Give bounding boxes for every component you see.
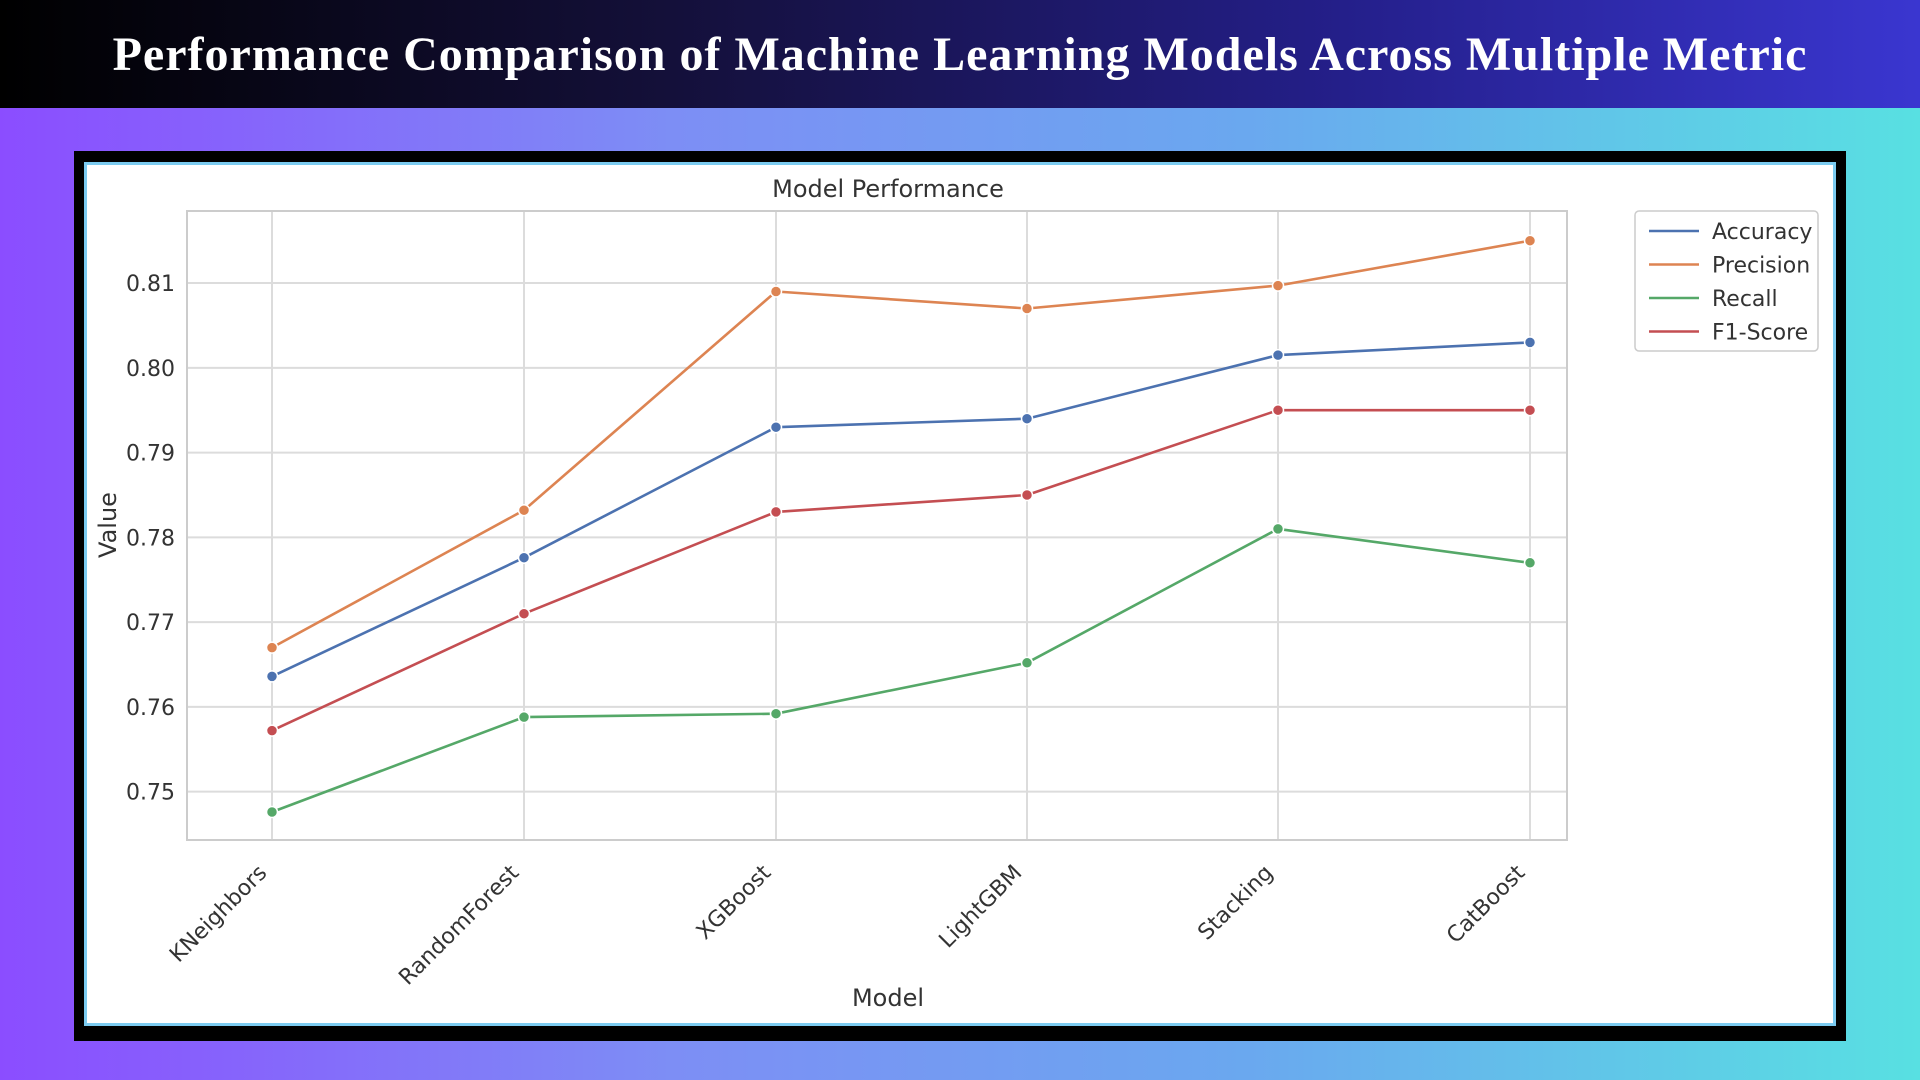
data-point-f1-score [1020,488,1034,502]
data-point-accuracy [1523,336,1537,349]
plot-area-frame [186,210,1568,841]
series-line-precision [271,239,1531,649]
x-tick-label: RandomForest [394,860,524,990]
data-point-recall [1020,656,1034,670]
series-line-accuracy [271,341,1531,678]
y-axis-label: Value [94,492,122,558]
series-line-recall [271,527,1531,814]
x-tick-label: LightGBM [935,861,1028,954]
legend-box [1634,210,1819,352]
data-point-recall [517,710,531,724]
data-point-recall [1271,522,1285,536]
x-tick-label: KNeighbors [165,861,272,968]
data-point-f1-score [517,607,531,620]
y-tick-label: 0.76 [126,696,175,721]
y-tick-label: 0.77 [126,611,175,636]
data-point-accuracy [1020,412,1034,425]
legend-label: Precision [1712,254,1810,279]
data-point-recall [265,805,279,819]
data-point-f1-score [265,724,279,737]
header-banner: Performance Comparison of Machine Learni… [0,0,1920,108]
data-point-precision [1020,302,1034,315]
y-tick-label: 0.75 [126,781,175,806]
series-layer [265,234,1537,819]
data-point-f1-score [1271,403,1285,417]
y-tick-label: 0.81 [126,272,175,297]
x-axis-label: Model [852,984,924,1012]
data-point-f1-score [1523,403,1537,417]
line-chart: 0.75 0.76 0.77 0.78 0.79 0.80 0.81 KNeighbors R… [94,175,1819,1012]
data-point-accuracy [517,551,531,564]
x-tick-label: CatBoost [1442,860,1530,948]
y-tick-label: 0.80 [126,357,175,382]
data-point-accuracy [769,420,783,434]
y-tick-label: 0.79 [126,442,175,467]
legend-label: Recall [1712,287,1778,312]
grid-lines [187,211,1567,840]
chart-title: Model Performance [772,175,1004,203]
data-point-precision [265,641,279,654]
data-point-f1-score [769,505,783,519]
data-point-precision [517,503,531,517]
legend: Accuracy Precision Recall F1-Score [1634,210,1819,352]
data-point-recall [1523,556,1537,570]
data-point-accuracy [1271,348,1285,362]
data-point-precision [1523,234,1537,247]
data-point-recall [769,707,783,720]
data-point-precision [769,285,783,298]
page-title: Performance Comparison of Machine Learni… [112,27,1808,81]
x-tick-labels: KNeighbors RandomForest XGBoost LightGBM Sta… [165,860,1530,990]
x-tick-label: XGBoost [692,860,777,945]
series-line-f1-score [271,408,1530,732]
legend-label: F1-Score [1712,321,1808,346]
y-tick-labels: 0.75 0.76 0.77 0.78 0.79 0.80 0.81 [126,272,175,806]
chart-panel: 0.75 0.76 0.77 0.78 0.79 0.80 0.81 KNeighbors R… [84,162,1836,1026]
x-tick-label: Stacking [1193,861,1278,946]
data-point-precision [1271,279,1285,292]
data-point-accuracy [265,670,279,683]
legend-label: Accuracy [1712,220,1812,245]
y-tick-label: 0.78 [126,526,175,551]
